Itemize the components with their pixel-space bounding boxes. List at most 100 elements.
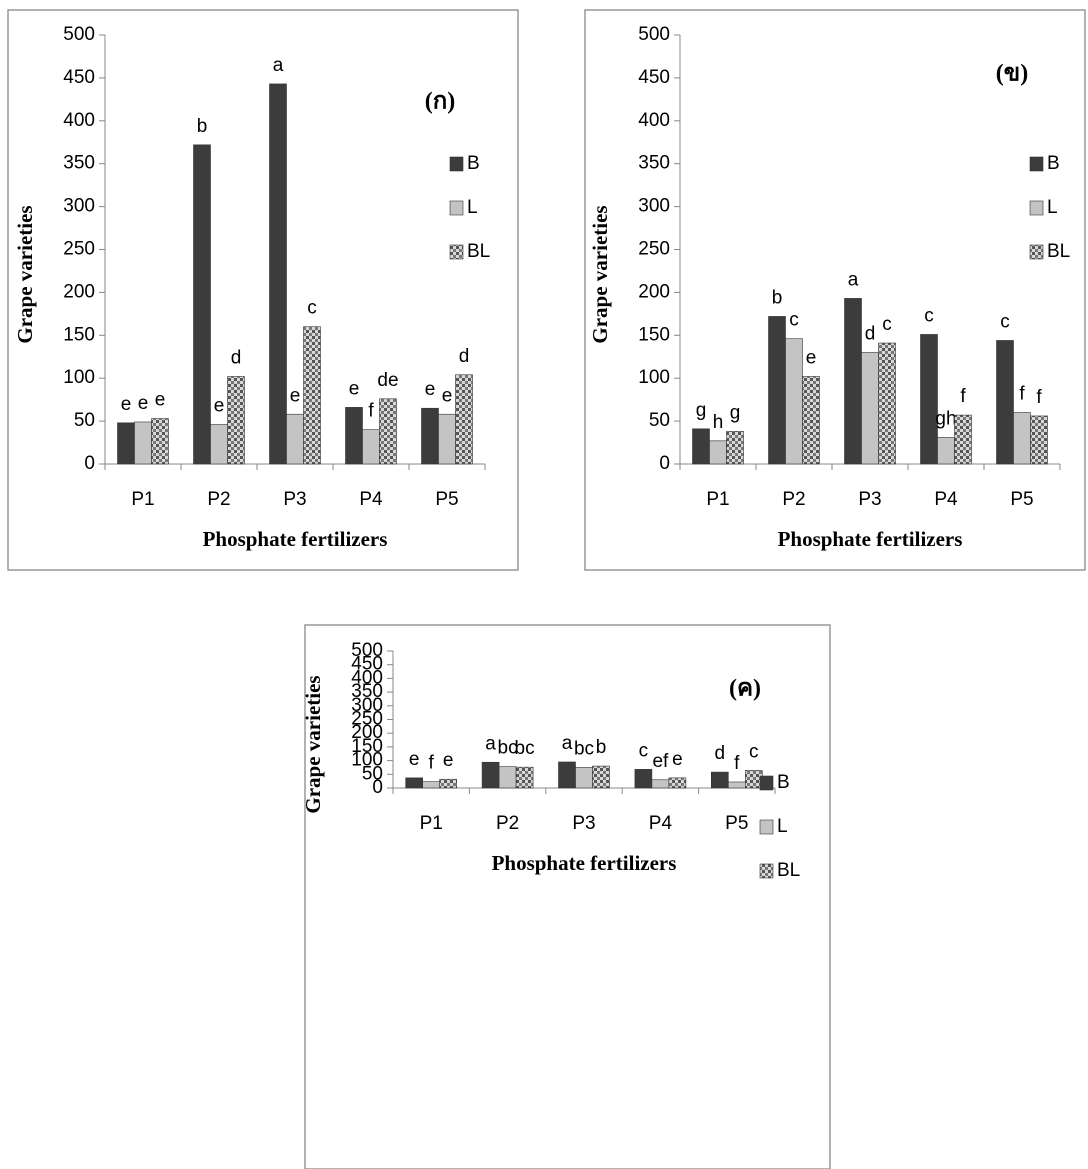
bar-letter: f xyxy=(429,753,435,774)
bar xyxy=(727,781,746,789)
legend-swatch xyxy=(759,863,774,879)
y-tick-label: 500 xyxy=(638,24,670,45)
bar-letter: a xyxy=(562,733,573,754)
bar xyxy=(709,440,727,465)
bar-letter: d xyxy=(715,743,726,764)
y-tick-label: 350 xyxy=(638,153,670,174)
x-tick-label: P3 xyxy=(283,489,306,510)
y-axis-title: Grape varieties xyxy=(588,205,612,343)
y-tick-label: 400 xyxy=(351,667,383,688)
chart-frame xyxy=(304,624,831,1169)
y-tick-label: 100 xyxy=(63,367,95,388)
bar-letter: b xyxy=(772,287,783,308)
y-tick-label: 100 xyxy=(351,750,383,771)
bar-letter: f xyxy=(368,401,374,422)
y-tick-label: 150 xyxy=(63,324,95,345)
y-tick-label: 450 xyxy=(351,654,383,675)
y-tick-label: 450 xyxy=(63,67,95,88)
bar xyxy=(954,414,972,465)
bar xyxy=(303,326,321,465)
bar xyxy=(710,771,729,789)
y-tick-label: 0 xyxy=(84,453,95,474)
bar xyxy=(785,338,803,465)
bar xyxy=(151,418,169,465)
bar-letter: c xyxy=(924,305,934,326)
bar xyxy=(861,352,879,465)
y-tick-label: 400 xyxy=(63,110,95,131)
bar-letter: c xyxy=(789,310,799,331)
bar-letter: e xyxy=(806,347,817,368)
legend-swatch xyxy=(1029,244,1044,260)
bar-letter: g xyxy=(730,402,741,423)
bar-letter: e xyxy=(349,378,360,399)
legend-swatch xyxy=(449,200,464,216)
x-tick-label: P5 xyxy=(725,813,748,834)
y-tick-label: 350 xyxy=(351,681,383,702)
bar-letter: e xyxy=(672,749,683,770)
bar-letter: f xyxy=(1036,387,1042,408)
bar-letter: gh xyxy=(935,408,956,429)
bar xyxy=(286,413,304,465)
x-tick-label: P4 xyxy=(359,489,383,510)
y-tick-label: 500 xyxy=(351,640,383,661)
bar-letter: bc xyxy=(574,738,594,759)
legend-swatch xyxy=(759,775,774,791)
bar-letter: c xyxy=(1000,311,1010,332)
bar-letter: c xyxy=(882,314,892,335)
y-tick-label: 250 xyxy=(638,239,670,260)
y-tick-label: 200 xyxy=(351,722,383,743)
legend-label: L xyxy=(1047,197,1058,218)
y-axis-title: Grape varieties xyxy=(13,205,37,343)
bar xyxy=(844,298,862,465)
bar-letter: a xyxy=(485,733,496,754)
bar xyxy=(726,431,744,465)
bar xyxy=(878,342,896,465)
y-tick-label: 250 xyxy=(63,239,95,260)
bar xyxy=(405,777,424,789)
bar xyxy=(1030,415,1048,465)
y-axis-title: Grape varieties xyxy=(301,675,325,813)
legend-label: B xyxy=(777,772,790,793)
chart-frame xyxy=(584,9,1086,571)
bar xyxy=(193,144,211,465)
bar xyxy=(269,83,287,465)
legend-label: B xyxy=(1047,153,1060,174)
y-tick-label: 250 xyxy=(351,709,383,730)
y-tick-label: 300 xyxy=(63,196,95,217)
y-tick-label: 300 xyxy=(638,196,670,217)
legend-label: L xyxy=(467,197,478,218)
y-tick-label: 200 xyxy=(638,281,670,302)
bar-letter: e xyxy=(155,390,166,411)
bar-letter: f xyxy=(734,753,740,774)
chart-title: (ข) xyxy=(996,61,1028,87)
bar xyxy=(421,407,439,465)
bar-letter: e xyxy=(138,393,149,414)
bar xyxy=(692,428,710,465)
bar xyxy=(920,334,938,465)
y-tick-label: 300 xyxy=(351,695,383,716)
bar-letter: c xyxy=(307,298,317,319)
x-axis-title: Phosphate fertilizers xyxy=(203,527,388,551)
legend-label: BL xyxy=(1047,241,1070,262)
bar-letter: b xyxy=(596,737,607,758)
bar-letter: a xyxy=(848,269,859,290)
legend-label: B xyxy=(467,153,480,174)
y-tick-label: 150 xyxy=(351,736,383,757)
x-tick-label: P3 xyxy=(572,813,595,834)
x-tick-label: P4 xyxy=(934,489,958,510)
bar xyxy=(422,781,441,789)
bar-letter: de xyxy=(377,370,398,391)
x-tick-label: P5 xyxy=(435,489,458,510)
bar-letter: e xyxy=(443,750,454,771)
bar-letter: ef xyxy=(652,751,669,772)
chart-title: (ก) xyxy=(425,89,456,115)
bar xyxy=(455,374,473,465)
bar-letter: e xyxy=(409,749,420,770)
y-tick-label: 50 xyxy=(649,410,670,431)
y-tick-label: 400 xyxy=(638,110,670,131)
bar xyxy=(651,779,670,789)
bar-letter: c xyxy=(639,740,649,761)
x-tick-label: P3 xyxy=(858,489,881,510)
